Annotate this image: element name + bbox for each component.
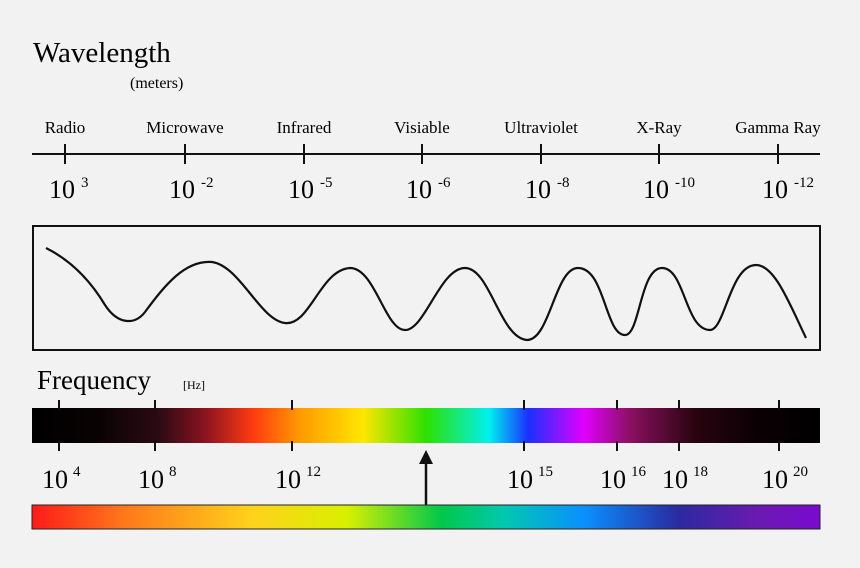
wave-curve (45, 247, 807, 342)
band-label: Microwave (146, 118, 223, 137)
frequency-value: 10 12 (275, 464, 321, 494)
band-label: Gamma Ray (735, 118, 821, 137)
band-label: Visiable (394, 118, 450, 137)
wavelength-value: 10 -12 (762, 175, 814, 204)
page-title: Wavelength (33, 37, 171, 69)
frequency-value: 10 16 (600, 464, 647, 494)
wavelength-value: 10 -2 (169, 175, 214, 204)
wavelength-value: 10 3 (49, 175, 89, 204)
visible-spectrum-bar (31, 504, 821, 530)
frequency-unit: [Hz] (183, 378, 205, 392)
frequency-value: 10 15 (507, 464, 553, 494)
wavelength-value: 10 -6 (406, 175, 451, 204)
frequency-value: 10 4 (42, 464, 81, 494)
frequency-value: 10 20 (762, 464, 808, 494)
band-label: X-Ray (636, 118, 682, 137)
frequency-title: Frequency (37, 365, 151, 395)
frequency-value: 10 18 (662, 464, 708, 494)
wavelength-value: 10 -10 (643, 175, 695, 204)
frequency-value: 10 8 (138, 464, 177, 494)
frequency-ticks: 10 4 10 8 10 12 10 15 10 16 10 18 10 20 (42, 400, 808, 494)
band-label: Ultraviolet (504, 118, 578, 137)
wavelength-value: 10 -5 (288, 175, 333, 204)
wavelength-bands: Radio 10 3 Microwave 10 -2 Infrared 10 -5 Visiabl… (45, 118, 822, 204)
band-label: Infrared (277, 118, 332, 137)
wave-box (32, 225, 821, 351)
wavelength-value: 10 -8 (525, 175, 570, 204)
wavelength-unit: (meters) (130, 75, 183, 92)
frequency-spectrum-bar (32, 408, 820, 443)
band-label: Radio (45, 118, 86, 137)
visible-arrow-head (419, 450, 433, 464)
